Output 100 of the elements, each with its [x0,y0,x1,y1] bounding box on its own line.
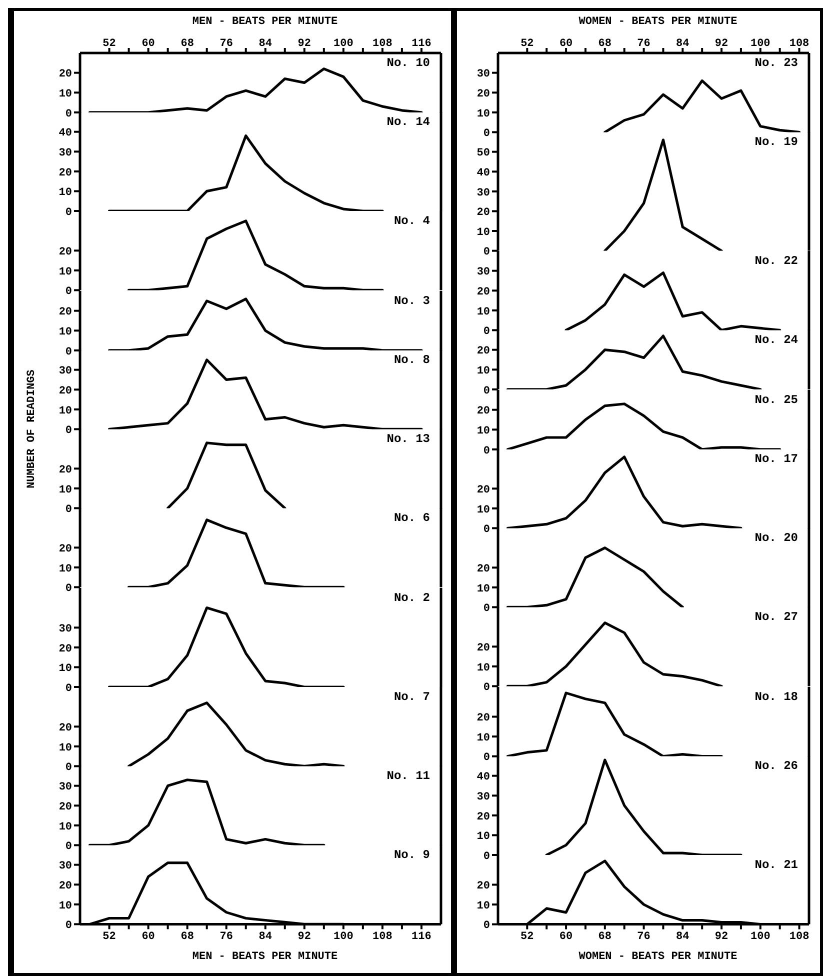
y-tick-label: 30 [58,623,72,636]
y-tick-label: 10 [476,830,490,843]
x-tick-label: 68 [598,930,612,943]
y-tick-label: 10 [476,732,490,744]
x2-tick-label: 84 [258,38,272,50]
x-axis-title: WOMEN - BEATS PER MINUTE [578,950,738,966]
chart-title: No. 22 [754,254,798,268]
y-tick-label: 10 [58,564,72,576]
y-tick-label: 20 [58,385,72,398]
y-tick-label: 10 [58,900,72,912]
y-tick-label: 30 [476,187,490,200]
y-tick-label: 30 [58,148,72,160]
x-tick-label: 108 [789,930,810,943]
y-tick-label: 20 [58,68,72,81]
x2-tick-label: 100 [750,38,770,50]
y-tick-label: 20 [476,207,490,220]
y-axis-title: NUMBER OF READINGS [26,370,38,489]
y-tick-label: 10 [58,821,72,834]
y-tick-label: 20 [476,880,490,892]
x-tick-label: 84 [676,930,690,943]
chart-title: No. 24 [754,333,798,348]
y-tick-label: 0 [65,583,72,596]
x-tick-label: 68 [180,930,194,943]
y-tick-label: 10 [476,900,490,912]
y-tick-label: 20 [58,306,72,318]
y-tick-label: 10 [58,742,72,754]
y-tick-label: 40 [476,168,490,180]
y-tick-label: 0 [483,682,490,694]
x-tick-label: 76 [220,930,233,943]
y-tick-label: 0 [65,346,72,358]
chart-title: No. 13 [386,432,430,446]
chart-title: No. 7 [394,690,430,704]
y-tick-label: 40 [58,128,72,140]
y-tick-label: 0 [483,752,490,764]
y-tick-label: 20 [58,880,72,892]
y-tick-label: 10 [58,662,72,675]
x2-tick-label: 60 [559,38,573,50]
x-tick-label: 92 [298,930,311,943]
x2-tick-label: 84 [676,38,690,50]
y-tick-label: 10 [58,266,72,279]
y-tick-label: 20 [476,88,490,100]
x2-tick-label: 92 [298,38,311,50]
y-tick-label: 10 [58,326,72,338]
x2-tick-label: 76 [637,38,650,50]
chart-title: No. 2 [394,590,430,605]
x2-tick-label: 68 [180,38,194,50]
y-tick-label: 10 [476,662,490,675]
y-tick-label: 0 [483,850,490,863]
chart-title: No. 20 [754,531,798,546]
y-tick-label: 0 [65,682,72,694]
y-tick-label: 0 [65,920,72,932]
y-tick-label: 20 [476,286,490,298]
y-tick-label: 30 [476,266,490,279]
chart-title: No. 18 [754,690,798,704]
x-tick-label: 52 [520,930,534,943]
chart-title: No. 4 [394,214,430,228]
x-axis-title: MEN - BEATS PER MINUTE [191,950,339,966]
y-tick-label: 20 [476,811,490,824]
chart-title: No. 19 [754,135,798,150]
chart-title: No. 6 [394,511,430,526]
y-tick-label: 20 [476,346,490,358]
x2-tick-label: 52 [520,38,534,50]
y-tick-label: 20 [58,464,72,477]
y-tick-label: 10 [476,306,490,318]
x-tick-label: 84 [258,930,272,943]
x-tick-label: 60 [559,930,573,943]
y-tick-label: 0 [65,840,72,853]
y-tick-label: 10 [58,88,72,100]
y-tick-label: 0 [483,524,490,536]
y-tick-label: 0 [483,444,490,457]
y-tick-label: 30 [58,366,72,378]
y-tick-label: 10 [58,405,72,418]
y-tick-label: 20 [476,405,490,418]
chart-title: No. 21 [754,858,798,872]
y-tick-label: 20 [58,168,72,180]
chart-title: No. 8 [394,352,430,367]
x2-tick-label: 108 [372,38,392,50]
chart-title: No. 9 [394,848,430,862]
x2-axis-title: WOMEN - BEATS PER MINUTE [578,15,738,30]
y-tick-label: 30 [476,791,490,804]
y-tick-label: 20 [58,642,72,655]
y-tick-label: 10 [476,583,490,596]
chart-title: No. 26 [754,758,798,773]
x-tick-label: 92 [714,930,728,943]
x-tick-label: 108 [372,930,392,943]
x2-tick-label: 60 [142,38,155,50]
y-tick-label: 0 [65,425,72,438]
x2-tick-label: 100 [334,38,354,50]
x-tick-label: 100 [334,930,354,943]
y-tick-label: 0 [65,762,72,774]
y-tick-label: 20 [58,246,72,259]
x2-tick-label: 108 [789,38,810,50]
x-tick-label: 52 [102,930,116,943]
y-tick-label: 0 [65,108,72,120]
y-tick-label: 10 [58,484,72,496]
x-tick-label: 76 [637,930,650,943]
x2-axis-title: MEN - BEATS PER MINUTE [191,15,339,30]
y-tick-label: 20 [476,564,490,576]
chart-title: No. 17 [754,452,798,466]
chart-title: No. 10 [386,56,430,70]
